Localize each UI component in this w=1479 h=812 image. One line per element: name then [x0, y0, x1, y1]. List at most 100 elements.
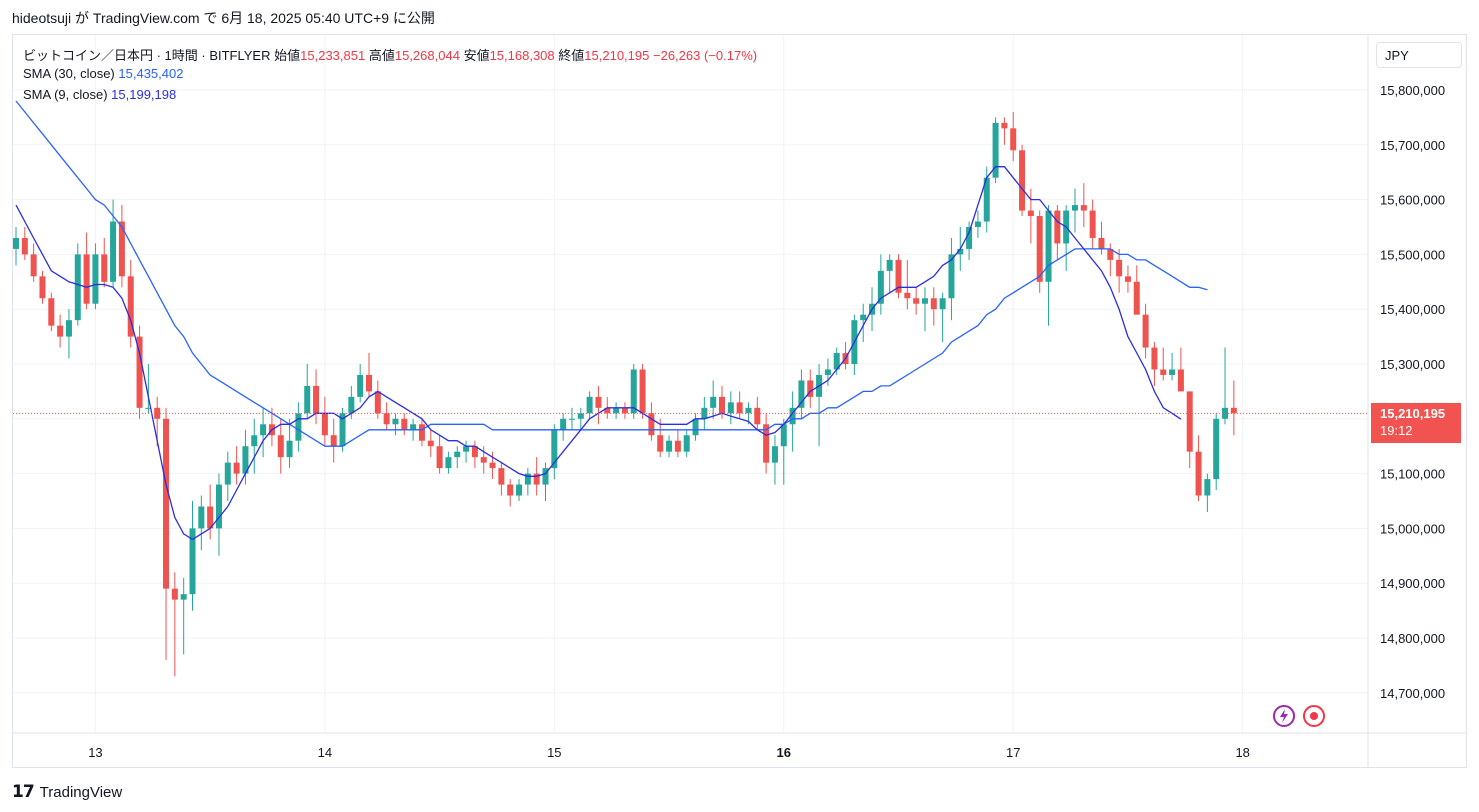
- candle-down[interactable]: [277, 435, 284, 458]
- candle-up[interactable]: [295, 413, 302, 441]
- candle-down[interactable]: [904, 292, 911, 299]
- candle-down[interactable]: [648, 413, 655, 436]
- candle-down[interactable]: [1133, 281, 1140, 315]
- candle-up[interactable]: [542, 468, 549, 485]
- candle-down[interactable]: [30, 254, 37, 277]
- candle-down[interactable]: [48, 298, 55, 326]
- candle-up[interactable]: [145, 407, 152, 409]
- candle-up[interactable]: [974, 221, 981, 227]
- candle-down[interactable]: [1027, 210, 1034, 217]
- candle-up[interactable]: [180, 594, 187, 600]
- candle-up[interactable]: [224, 462, 231, 485]
- candle-down[interactable]: [1151, 347, 1158, 370]
- candle-up[interactable]: [568, 418, 575, 420]
- candle-up[interactable]: [1045, 210, 1052, 282]
- candle-down[interactable]: [401, 418, 408, 430]
- candle-up[interactable]: [251, 435, 258, 447]
- candle-up[interactable]: [189, 528, 196, 595]
- candle-down[interactable]: [736, 402, 743, 414]
- candle-up[interactable]: [957, 248, 964, 255]
- candle-up[interactable]: [948, 254, 955, 299]
- candle-up[interactable]: [710, 396, 717, 408]
- candle-up[interactable]: [445, 457, 452, 469]
- candle-up[interactable]: [1213, 418, 1220, 480]
- candle-down[interactable]: [621, 407, 628, 414]
- candle-down[interactable]: [418, 424, 425, 441]
- currency-button[interactable]: JPY: [1376, 42, 1462, 68]
- candle-down[interactable]: [1124, 276, 1131, 282]
- candle-down[interactable]: [930, 298, 937, 310]
- candle-up[interactable]: [463, 446, 470, 452]
- candle-down[interactable]: [1107, 248, 1114, 260]
- candle-up[interactable]: [198, 506, 205, 529]
- candle-down[interactable]: [427, 440, 434, 447]
- candle-up[interactable]: [339, 413, 346, 447]
- candle-up[interactable]: [727, 402, 734, 414]
- candle-up[interactable]: [286, 440, 293, 458]
- candle-down[interactable]: [895, 259, 902, 293]
- candle-down[interactable]: [1080, 205, 1087, 211]
- candle-up[interactable]: [65, 320, 72, 337]
- candle-down[interactable]: [39, 276, 46, 299]
- author-name[interactable]: hideotsuji: [12, 10, 72, 26]
- candle-down[interactable]: [807, 380, 814, 397]
- candle-up[interactable]: [692, 418, 699, 436]
- candle-up[interactable]: [666, 440, 673, 452]
- candle-down[interactable]: [533, 473, 540, 485]
- symbol-title[interactable]: ビットコイン／日本円 · 1時間 · BITFLYER: [23, 48, 271, 63]
- candle-down[interactable]: [719, 396, 725, 414]
- candle-up[interactable]: [789, 407, 796, 425]
- candle-up[interactable]: [701, 407, 708, 419]
- candle-down[interactable]: [1089, 210, 1096, 238]
- candle-down[interactable]: [163, 418, 170, 589]
- candle-down[interactable]: [1186, 391, 1193, 452]
- candle-up[interactable]: [921, 298, 928, 304]
- candle-up[interactable]: [745, 407, 752, 414]
- candle-down[interactable]: [57, 325, 64, 337]
- candle-up[interactable]: [586, 396, 593, 414]
- candle-up[interactable]: [1204, 479, 1211, 496]
- candle-up[interactable]: [824, 369, 831, 375]
- candle-down[interactable]: [1116, 259, 1123, 277]
- candle-up[interactable]: [74, 254, 81, 321]
- candle-down[interactable]: [330, 435, 337, 447]
- candle-up[interactable]: [886, 259, 893, 271]
- candle-up[interactable]: [13, 237, 19, 249]
- candle-down[interactable]: [657, 435, 664, 452]
- candle-up[interactable]: [215, 484, 222, 529]
- candle-up[interactable]: [939, 298, 946, 310]
- candle-up[interactable]: [613, 407, 620, 414]
- candle-up[interactable]: [771, 446, 778, 463]
- candle-down[interactable]: [127, 276, 134, 337]
- candle-down[interactable]: [1001, 122, 1008, 129]
- candle-up[interactable]: [966, 227, 973, 249]
- candle-up[interactable]: [410, 424, 417, 430]
- candle-up[interactable]: [1169, 369, 1176, 375]
- candle-down[interactable]: [489, 462, 496, 469]
- candle-up[interactable]: [683, 435, 690, 452]
- candle-down[interactable]: [498, 468, 505, 485]
- lightning-icon[interactable]: [1273, 705, 1295, 727]
- candle-up[interactable]: [560, 418, 567, 430]
- candle-up[interactable]: [551, 429, 558, 469]
- candle-down[interactable]: [101, 254, 108, 282]
- candle-up[interactable]: [92, 254, 99, 304]
- candle-down[interactable]: [913, 298, 920, 304]
- sma9-legend[interactable]: SMA (9, close) 15,199,198: [23, 87, 176, 102]
- candle-down[interactable]: [1230, 407, 1237, 414]
- candle-down[interactable]: [21, 237, 28, 255]
- candle-down[interactable]: [366, 374, 372, 392]
- candle-down[interactable]: [754, 407, 761, 425]
- candle-up[interactable]: [877, 270, 884, 304]
- record-icon[interactable]: [1303, 705, 1325, 727]
- candle-down[interactable]: [639, 369, 646, 414]
- candle-down[interactable]: [313, 385, 320, 414]
- candle-up[interactable]: [516, 484, 523, 496]
- candle-down[interactable]: [374, 391, 381, 414]
- candle-down[interactable]: [1019, 150, 1026, 211]
- candle-up[interactable]: [454, 451, 461, 458]
- candle-up[interactable]: [992, 122, 999, 178]
- candle-down[interactable]: [1054, 210, 1061, 244]
- candle-down[interactable]: [674, 440, 681, 452]
- candle-down[interactable]: [1195, 451, 1202, 496]
